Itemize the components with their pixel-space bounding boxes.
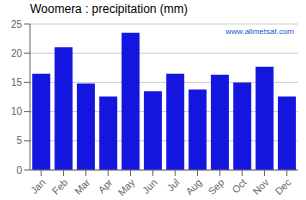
svg-text:Mar: Mar <box>72 176 92 196</box>
svg-text:Feb: Feb <box>50 176 70 196</box>
svg-text:Oct: Oct <box>230 177 249 196</box>
svg-text:Sep: Sep <box>206 176 227 197</box>
svg-text:Jun: Jun <box>140 177 159 196</box>
svg-text:Jan: Jan <box>28 177 47 196</box>
svg-text:Dec: Dec <box>273 177 293 197</box>
svg-text:10: 10 <box>11 106 23 117</box>
svg-text:25: 25 <box>11 19 23 30</box>
svg-text:15: 15 <box>11 77 23 88</box>
html-text:www.allmetsat.com: www.allmetsat.com <box>225 27 294 36</box>
svg-text:0: 0 <box>16 165 22 176</box>
svg-text:May: May <box>116 177 137 198</box>
svg-text:Aug: Aug <box>184 177 204 197</box>
html-text:Woomera : precipitation (mm): Woomera : precipitation (mm) <box>30 2 188 16</box>
svg-text:Nov: Nov <box>251 177 271 197</box>
svg-text:Apr: Apr <box>96 176 115 195</box>
svg-text:5: 5 <box>16 135 22 146</box>
svg-text:Jul: Jul <box>165 177 182 194</box>
svg-text:20: 20 <box>11 48 23 59</box>
